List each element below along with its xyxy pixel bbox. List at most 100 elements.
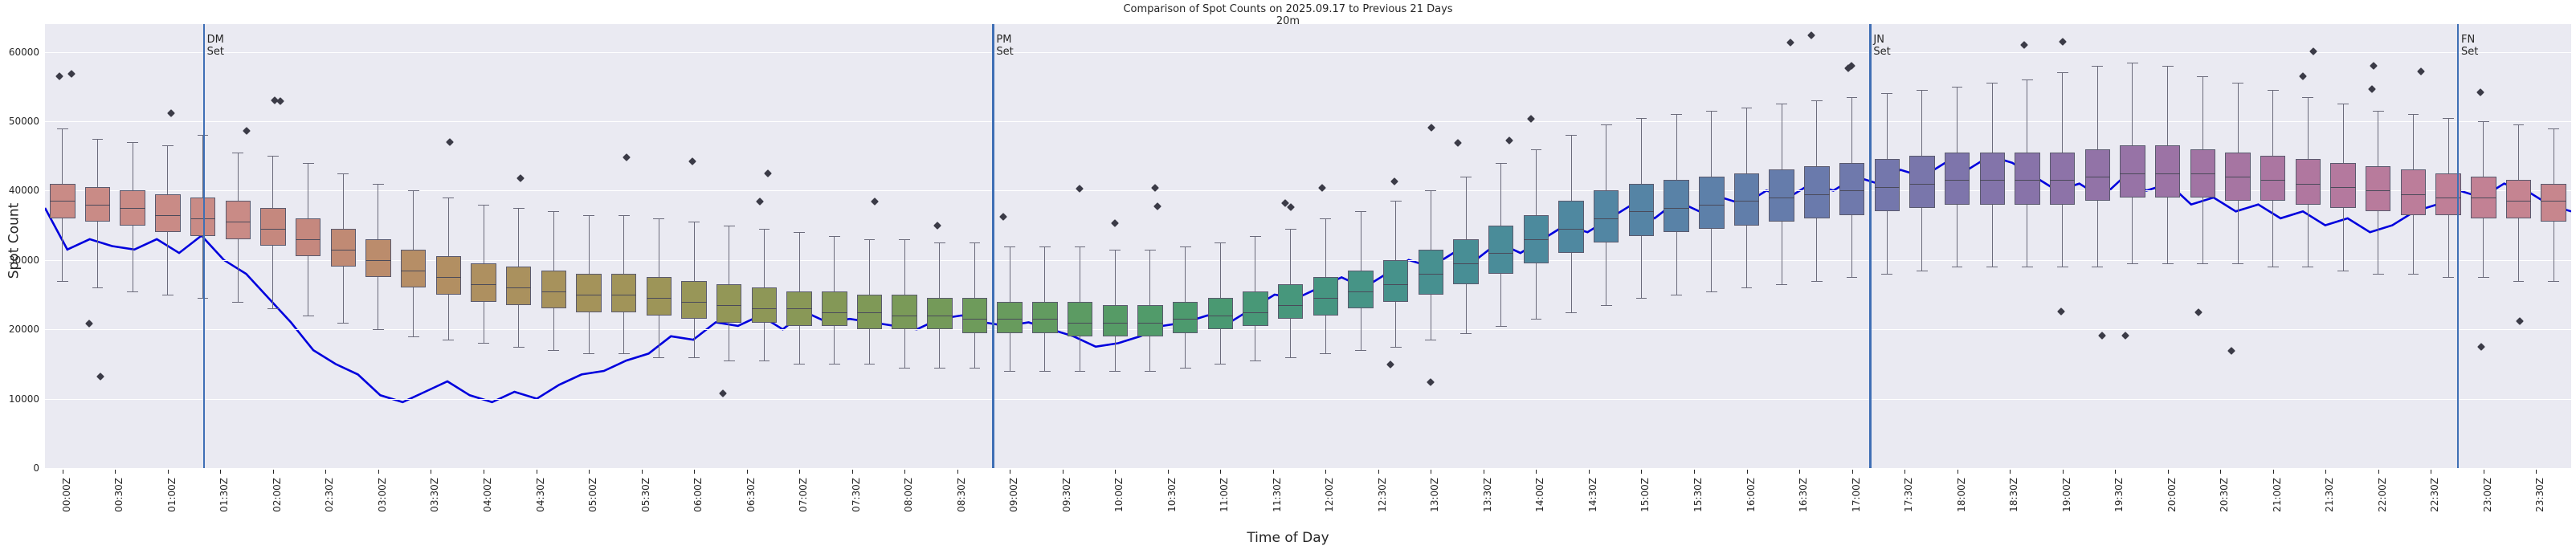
- box-whisker-cap: [197, 135, 209, 136]
- box-whisker-cap: [1145, 371, 1156, 373]
- box-whisker-cap: [899, 238, 911, 240]
- box-median-line: [1944, 180, 1970, 181]
- x-tick-mark: [746, 470, 748, 474]
- box-whisker-cap: [2056, 72, 2068, 74]
- x-tick-mark: [2272, 470, 2274, 474]
- box-plot-box: [1523, 214, 1549, 264]
- annotation-label-line1: JN: [1873, 34, 1884, 46]
- box-plot-box: [225, 201, 251, 239]
- y-tick-label: 10000: [8, 393, 39, 405]
- box-whisker-cap: [1705, 291, 1717, 292]
- x-tick-mark: [220, 470, 222, 474]
- box-median-line: [1733, 201, 1760, 202]
- x-tick-mark: [115, 470, 116, 474]
- box-whisker-cap: [373, 329, 384, 331]
- x-tick-mark: [2115, 470, 2117, 474]
- box-plot-box: [505, 267, 532, 305]
- box-median-line: [1418, 274, 1444, 275]
- box-plot-box: [1032, 301, 1058, 333]
- box-plot-box: [1207, 298, 1233, 330]
- box-median-line: [2366, 190, 2391, 192]
- box-whisker-cap: [653, 218, 665, 219]
- box-median-line: [1979, 180, 2005, 181]
- box-whisker-cap: [512, 346, 525, 348]
- box-plot-box: [1804, 166, 1830, 218]
- box-whisker-cap: [197, 298, 209, 299]
- box-whisker-cap: [1004, 246, 1016, 247]
- x-tick-mark: [694, 470, 696, 474]
- box-plot-box: [1733, 173, 1760, 226]
- box-median-line: [260, 228, 286, 230]
- x-tick-mark: [272, 470, 274, 474]
- box-whisker-cap: [1250, 235, 1261, 237]
- box-whisker-cap: [1074, 246, 1086, 247]
- box-whisker-cap: [478, 204, 489, 206]
- box-whisker-cap: [1179, 367, 1191, 369]
- box-plot-box: [2154, 145, 2181, 198]
- box-whisker-cap: [92, 138, 104, 140]
- box-median-line: [1874, 187, 1900, 189]
- x-tick-label: 00:00Z: [60, 478, 72, 512]
- box-whisker-cap: [548, 211, 560, 213]
- box-whisker-cap: [1460, 332, 1472, 334]
- x-tick-label: 07:30Z: [850, 478, 862, 512]
- box-whisker-cap: [1004, 371, 1016, 373]
- box-whisker-cap: [1846, 96, 1858, 98]
- x-tick-mark: [1799, 470, 1801, 474]
- box-whisker-cap: [1250, 360, 1261, 362]
- x-tick-label: 06:00Z: [692, 478, 704, 512]
- x-tick-label: 03:30Z: [429, 478, 441, 512]
- box-plot-box: [1488, 225, 1514, 275]
- box-whisker-cap: [1320, 218, 1332, 219]
- box-whisker-cap: [1671, 114, 1683, 116]
- box-median-line: [84, 204, 111, 206]
- x-tick-mark: [851, 470, 853, 474]
- x-tick-mark: [325, 470, 327, 474]
- box-whisker-cap: [618, 214, 630, 216]
- x-tick-mark: [904, 470, 906, 474]
- box-plot-box: [2541, 183, 2566, 222]
- box-whisker-cap: [1530, 149, 1542, 150]
- y-tick-label: 20000: [8, 324, 39, 336]
- box-median-line: [1172, 319, 1198, 320]
- box-median-line: [1664, 207, 1689, 209]
- box-median-line: [751, 308, 778, 310]
- x-tick-label: 14:00Z: [1534, 478, 1546, 512]
- y-axis-ticks: 0 10000 20000 30000 40000 50000 60000: [0, 24, 42, 474]
- box-plot-box: [716, 284, 742, 323]
- box-whisker-cap: [723, 360, 735, 362]
- x-tick-label: 11:00Z: [1219, 478, 1231, 512]
- x-tick-label: 09:00Z: [1008, 478, 1020, 512]
- box-whisker-cap: [127, 291, 139, 292]
- annotation-label-pm: PM Set: [996, 34, 1013, 58]
- box-median-line: [997, 319, 1023, 320]
- gridline: [45, 329, 2571, 331]
- x-tick-label: 08:00Z: [903, 478, 915, 512]
- box-whisker-cap: [267, 156, 279, 157]
- box-whisker-cap: [1566, 312, 1577, 313]
- x-tick-label: 01:00Z: [165, 478, 178, 512]
- box-median-line: [1839, 190, 1865, 192]
- x-tick-label: 15:30Z: [1692, 478, 1704, 512]
- x-tick-label: 16:30Z: [1798, 478, 1810, 512]
- y-tick-label: 0: [33, 462, 39, 474]
- x-tick-mark: [167, 470, 169, 474]
- y-tick-label: 30000: [8, 254, 39, 266]
- box-median-line: [541, 291, 567, 292]
- x-tick-label: 22:00Z: [2376, 478, 2388, 512]
- box-plot-box: [295, 218, 321, 257]
- box-median-line: [1382, 284, 1409, 286]
- box-whisker-cap: [2513, 280, 2525, 282]
- box-whisker-cap: [1881, 274, 1893, 275]
- current-day-polyline: [45, 156, 2571, 402]
- x-tick-mark: [2325, 470, 2327, 474]
- x-tick-mark: [1220, 470, 1222, 474]
- box-median-line: [1558, 228, 1584, 230]
- box-whisker-cap: [2548, 280, 2560, 282]
- box-median-line: [2505, 201, 2532, 202]
- box-plot-box: [1769, 169, 1794, 222]
- box-median-line: [822, 312, 847, 313]
- box-plot-box: [400, 249, 427, 288]
- box-median-line: [856, 312, 883, 313]
- box-whisker-cap: [337, 173, 349, 174]
